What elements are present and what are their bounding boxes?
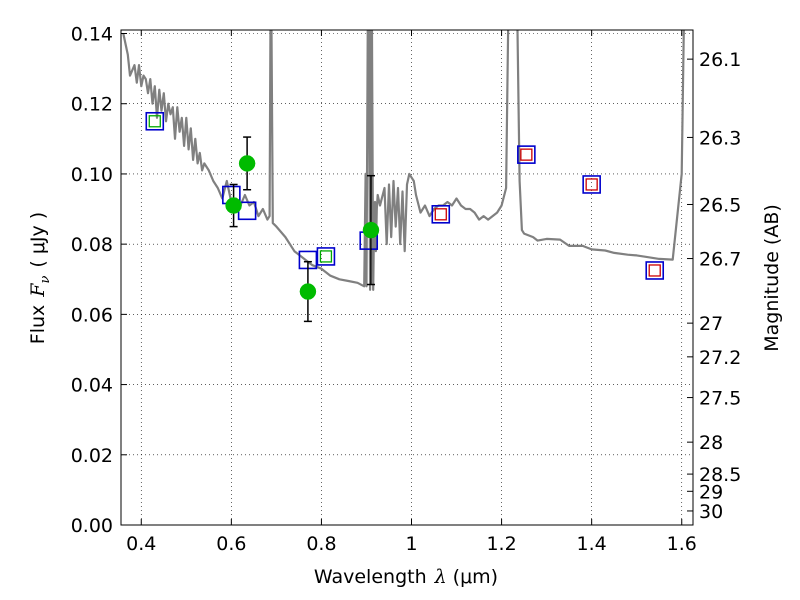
magnitude-tick-label: 28 xyxy=(699,432,723,454)
model-square xyxy=(145,111,165,131)
y-tick-label: 0.02 xyxy=(71,445,113,467)
inner-square xyxy=(319,250,333,263)
x-tick-label: 0.4 xyxy=(126,533,156,555)
observed-point xyxy=(225,197,242,214)
y-tick-label: 0.08 xyxy=(71,234,113,256)
x-tick-label: 1.2 xyxy=(486,533,516,555)
observed-point xyxy=(362,221,380,239)
y2-axis-label: Magnitude (AB) xyxy=(761,204,783,352)
model-square xyxy=(582,175,601,194)
magnitude-tick-label: 27 xyxy=(699,313,723,335)
magnitude-tick-label: 28.5 xyxy=(699,464,741,486)
model-square xyxy=(517,145,536,164)
observed-point xyxy=(299,283,317,300)
ticks: 0.4 0.6 0.8 1 1.2 1.4 1.6 0.00 0.02 0.04 0.06 0.08 0… xyxy=(71,24,742,555)
y-tick-label: 0.10 xyxy=(71,164,113,186)
grid xyxy=(121,30,693,525)
x-tick-label: 1.6 xyxy=(667,533,697,555)
magnitude-tick-label: 26.1 xyxy=(699,49,741,71)
sed-curve xyxy=(122,30,685,291)
magnitude-tick-label: 29 xyxy=(699,481,723,503)
plot-frame xyxy=(120,29,694,526)
x-tick-label: 1.4 xyxy=(577,533,607,555)
magnitude-tick-label: 26.3 xyxy=(699,127,741,149)
x-tick-label: 1 xyxy=(405,533,417,555)
y-tick-label: 0.14 xyxy=(71,24,113,46)
marker-group xyxy=(145,111,665,323)
inner-square xyxy=(148,115,161,128)
y-tick-label: 0.12 xyxy=(71,94,113,116)
y-tick-label: 0.04 xyxy=(71,375,113,397)
model-square xyxy=(431,205,451,224)
observed-point xyxy=(238,155,256,172)
x-tick-label: 0.8 xyxy=(306,533,336,555)
model-square xyxy=(645,261,665,280)
inner-square xyxy=(648,264,661,277)
model-square xyxy=(316,247,336,266)
y-tick-label: 0.06 xyxy=(71,304,113,326)
sed-curve-group xyxy=(122,30,685,291)
inner-square xyxy=(520,148,533,161)
magnitude-tick-label: 30 xyxy=(699,501,723,523)
magnitude-tick-label: 27.5 xyxy=(699,388,741,410)
magnitude-tick-label: 26.5 xyxy=(699,194,741,216)
inner-square xyxy=(585,178,598,191)
y-tick-label: 0.00 xyxy=(71,515,113,537)
x-tick-label: 0.6 xyxy=(216,533,246,555)
y-axis-label: FluxFν( μJy ) xyxy=(27,212,53,344)
magnitude-tick-label: 27.2 xyxy=(699,347,741,369)
magnitude-tick-label: 26.7 xyxy=(699,249,741,271)
x-axis-label: Wavelength λ (μm) xyxy=(314,566,498,588)
inner-square xyxy=(434,208,447,221)
